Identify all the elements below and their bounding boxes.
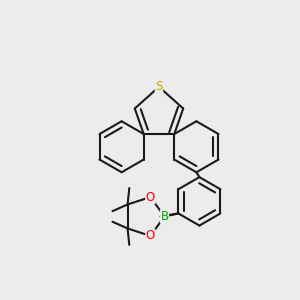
Text: O: O — [146, 190, 155, 204]
Text: S: S — [155, 80, 163, 93]
Text: B: B — [160, 210, 169, 223]
Text: O: O — [146, 230, 155, 242]
